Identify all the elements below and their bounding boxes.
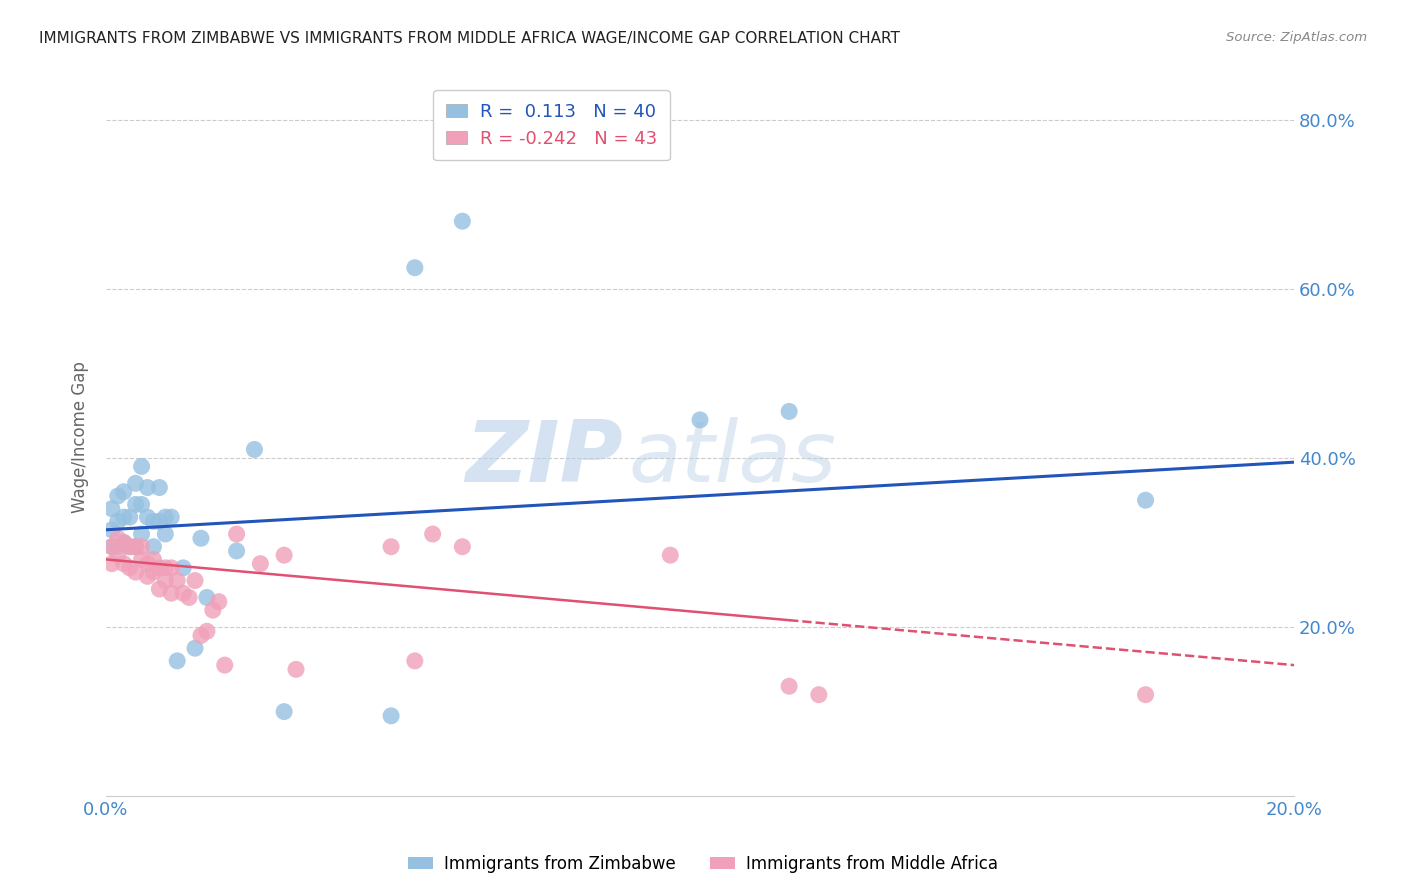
Point [689, 413, 711, 427]
Point [107, 531, 129, 545]
Point [101, 540, 124, 554]
Point [273, 548, 295, 562]
Point [214, 658, 236, 673]
Point [184, 641, 207, 656]
Point [131, 498, 153, 512]
Point [160, 561, 183, 575]
Point [380, 709, 402, 723]
Point [136, 481, 159, 495]
Point [172, 586, 194, 600]
Point [148, 561, 170, 575]
Point [208, 595, 231, 609]
Point [1135, 688, 1157, 702]
Point [148, 514, 170, 528]
Point [101, 523, 124, 537]
Point [155, 527, 177, 541]
Legend: Immigrants from Zimbabwe, Immigrants from Middle Africa: Immigrants from Zimbabwe, Immigrants fro… [401, 848, 1005, 880]
Point [131, 540, 153, 554]
Point [107, 489, 129, 503]
Point [659, 548, 682, 562]
Point [142, 540, 165, 554]
Point [142, 552, 165, 566]
Point [225, 544, 247, 558]
Point [160, 586, 183, 600]
Text: Source: ZipAtlas.com: Source: ZipAtlas.com [1226, 31, 1367, 45]
Point [131, 459, 153, 474]
Point [124, 565, 146, 579]
Point [177, 591, 200, 605]
Point [112, 535, 135, 549]
Y-axis label: Wage/Income Gap: Wage/Income Gap [72, 361, 89, 513]
Point [273, 705, 295, 719]
Point [148, 481, 170, 495]
Point [101, 501, 124, 516]
Point [172, 561, 194, 575]
Point [112, 535, 135, 549]
Point [118, 510, 141, 524]
Point [136, 569, 159, 583]
Point [155, 574, 177, 588]
Point [155, 510, 177, 524]
Point [155, 561, 177, 575]
Point [118, 540, 141, 554]
Point [101, 557, 124, 571]
Point [243, 442, 266, 457]
Point [166, 654, 188, 668]
Point [124, 540, 146, 554]
Point [807, 688, 830, 702]
Point [136, 557, 159, 571]
Point [112, 484, 135, 499]
Point [1135, 493, 1157, 508]
Point [118, 540, 141, 554]
Point [118, 561, 141, 575]
Point [422, 527, 444, 541]
Point [160, 510, 183, 524]
Point [778, 404, 800, 418]
Text: ZIP: ZIP [465, 417, 623, 500]
Point [166, 574, 188, 588]
Point [190, 628, 212, 642]
Point [142, 565, 165, 579]
Point [142, 514, 165, 528]
Point [131, 552, 153, 566]
Text: IMMIGRANTS FROM ZIMBABWE VS IMMIGRANTS FROM MIDDLE AFRICA WAGE/INCOME GAP CORREL: IMMIGRANTS FROM ZIMBABWE VS IMMIGRANTS F… [39, 31, 900, 46]
Legend: R =  0.113   N = 40, R = -0.242   N = 43: R = 0.113 N = 40, R = -0.242 N = 43 [433, 90, 669, 161]
Point [380, 540, 402, 554]
Text: atlas: atlas [628, 417, 837, 500]
Point [404, 260, 426, 275]
Point [124, 476, 146, 491]
Point [285, 662, 308, 676]
Point [107, 514, 129, 528]
Point [112, 510, 135, 524]
Point [107, 548, 129, 562]
Point [225, 527, 247, 541]
Point [184, 574, 207, 588]
Point [124, 498, 146, 512]
Point [124, 540, 146, 554]
Point [451, 214, 474, 228]
Point [195, 591, 218, 605]
Point [148, 582, 170, 596]
Point [195, 624, 218, 639]
Point [249, 557, 271, 571]
Point [101, 540, 124, 554]
Point [778, 679, 800, 693]
Point [107, 540, 129, 554]
Point [131, 527, 153, 541]
Point [190, 531, 212, 545]
Point [201, 603, 224, 617]
Point [451, 540, 474, 554]
Point [112, 557, 135, 571]
Point [404, 654, 426, 668]
Point [136, 510, 159, 524]
